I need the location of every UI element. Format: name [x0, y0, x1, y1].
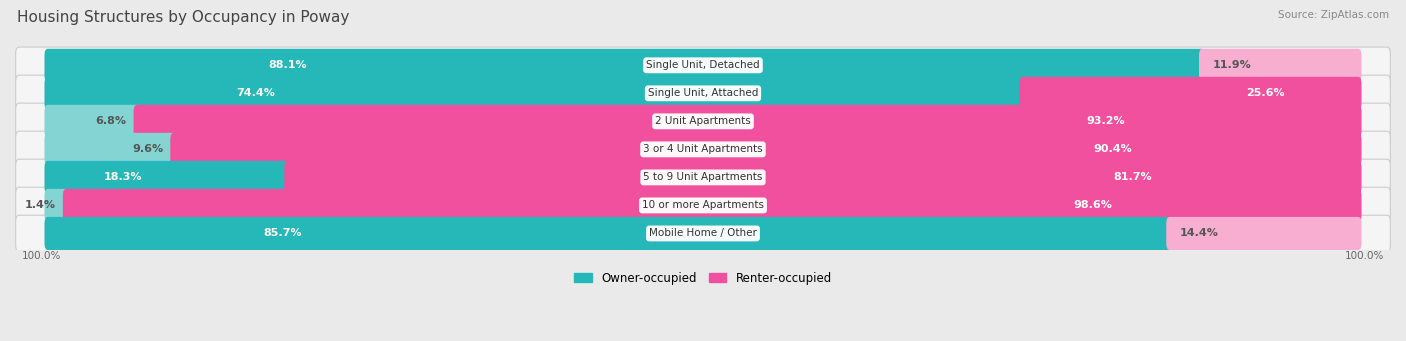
FancyBboxPatch shape — [15, 103, 1391, 139]
FancyBboxPatch shape — [45, 105, 141, 138]
FancyBboxPatch shape — [45, 133, 177, 166]
Text: 88.1%: 88.1% — [269, 60, 308, 70]
FancyBboxPatch shape — [45, 49, 1205, 82]
Text: 85.7%: 85.7% — [263, 228, 301, 238]
FancyBboxPatch shape — [15, 215, 1391, 252]
FancyBboxPatch shape — [45, 77, 1026, 110]
Text: 18.3%: 18.3% — [104, 173, 142, 182]
Text: 100.0%: 100.0% — [21, 251, 60, 261]
Legend: Owner-occupied, Renter-occupied: Owner-occupied, Renter-occupied — [569, 267, 837, 290]
Text: 14.4%: 14.4% — [1180, 228, 1219, 238]
Text: 9.6%: 9.6% — [132, 144, 163, 154]
Text: 1.4%: 1.4% — [25, 201, 56, 210]
Text: 10 or more Apartments: 10 or more Apartments — [643, 201, 763, 210]
FancyBboxPatch shape — [134, 105, 1361, 138]
FancyBboxPatch shape — [1199, 49, 1361, 82]
Text: 11.9%: 11.9% — [1213, 60, 1251, 70]
Text: Source: ZipAtlas.com: Source: ZipAtlas.com — [1278, 10, 1389, 20]
FancyBboxPatch shape — [63, 189, 1361, 222]
Text: 2 Unit Apartments: 2 Unit Apartments — [655, 116, 751, 127]
FancyBboxPatch shape — [170, 133, 1361, 166]
FancyBboxPatch shape — [1019, 77, 1361, 110]
FancyBboxPatch shape — [15, 187, 1391, 224]
FancyBboxPatch shape — [45, 161, 291, 194]
FancyBboxPatch shape — [15, 75, 1391, 112]
Text: 25.6%: 25.6% — [1246, 88, 1285, 98]
FancyBboxPatch shape — [284, 161, 1361, 194]
FancyBboxPatch shape — [15, 131, 1391, 167]
FancyBboxPatch shape — [15, 47, 1391, 84]
Text: Housing Structures by Occupancy in Poway: Housing Structures by Occupancy in Poway — [17, 10, 349, 25]
FancyBboxPatch shape — [45, 189, 69, 222]
Text: 93.2%: 93.2% — [1087, 116, 1125, 127]
FancyBboxPatch shape — [1166, 217, 1361, 250]
Text: 98.6%: 98.6% — [1074, 201, 1112, 210]
Text: 3 or 4 Unit Apartments: 3 or 4 Unit Apartments — [643, 144, 763, 154]
Text: 81.7%: 81.7% — [1114, 173, 1153, 182]
Text: Mobile Home / Other: Mobile Home / Other — [650, 228, 756, 238]
Text: 6.8%: 6.8% — [96, 116, 127, 127]
Text: Single Unit, Detached: Single Unit, Detached — [647, 60, 759, 70]
Text: 90.4%: 90.4% — [1092, 144, 1132, 154]
Text: 74.4%: 74.4% — [236, 88, 276, 98]
Text: 5 to 9 Unit Apartments: 5 to 9 Unit Apartments — [644, 173, 762, 182]
FancyBboxPatch shape — [45, 217, 1174, 250]
FancyBboxPatch shape — [15, 159, 1391, 196]
Text: Single Unit, Attached: Single Unit, Attached — [648, 88, 758, 98]
Text: 100.0%: 100.0% — [1346, 251, 1385, 261]
